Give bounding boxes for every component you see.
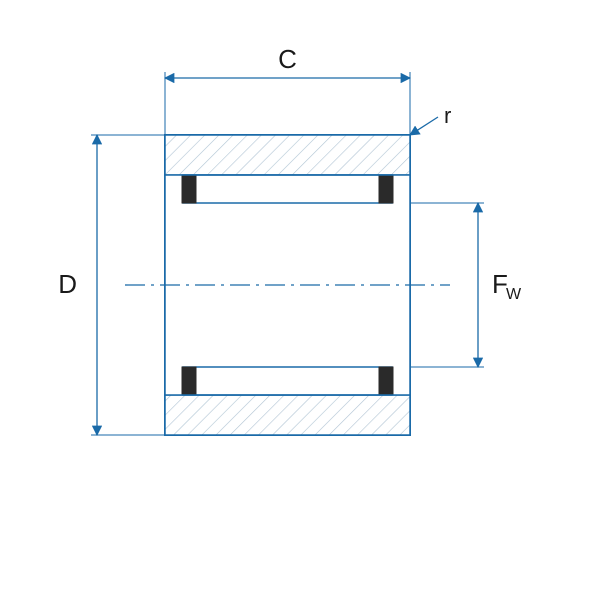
leader-r bbox=[410, 117, 438, 135]
roller-bottom bbox=[183, 367, 392, 395]
retainer-lug bbox=[379, 189, 393, 203]
retainer-lug bbox=[379, 367, 393, 381]
retainer-lug bbox=[379, 381, 393, 395]
retainer-lug bbox=[182, 381, 196, 395]
retainer-lug bbox=[379, 175, 393, 189]
label-C: C bbox=[278, 44, 297, 74]
label-D: D bbox=[58, 269, 77, 299]
outer-ring-bottom bbox=[165, 395, 410, 435]
retainer-lug bbox=[182, 367, 196, 381]
roller-top bbox=[183, 175, 392, 203]
label-Fw-sub: W bbox=[506, 286, 522, 303]
label-r: r bbox=[444, 103, 451, 128]
retainer-lug bbox=[182, 175, 196, 189]
retainer-lug bbox=[182, 189, 196, 203]
outer-ring-top bbox=[165, 135, 410, 175]
